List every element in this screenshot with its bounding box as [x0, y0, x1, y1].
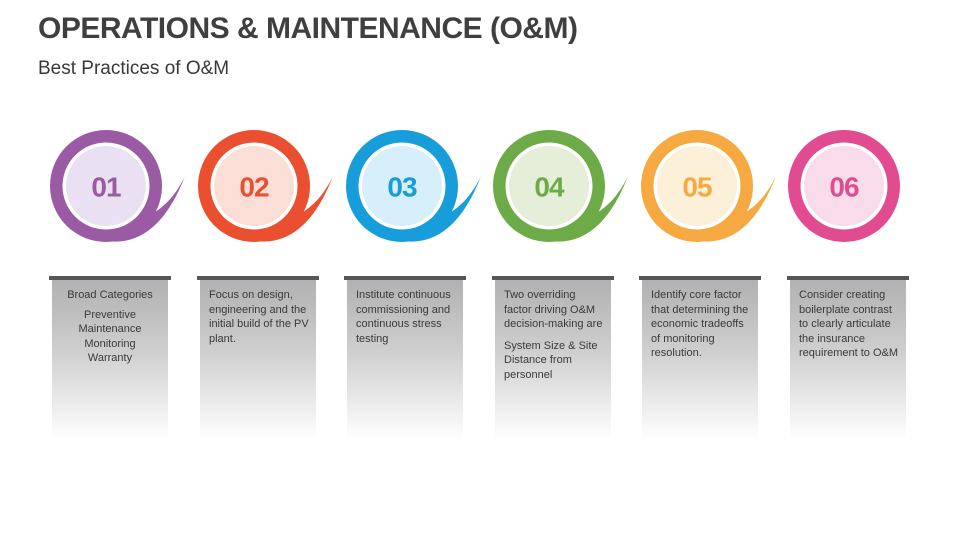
swoosh-tail-icon [703, 176, 776, 242]
step-text-box-04: Two overriding factor driving O&M decisi… [492, 276, 614, 440]
step-badge-03: 03 [344, 124, 494, 249]
badge-fill [214, 146, 294, 226]
step-text-box-01: Broad Categories Preventive Maintenance … [49, 276, 171, 440]
step-text: Preventive Maintenance Monitoring Warran… [78, 308, 142, 365]
step-badge-01: 01 [48, 124, 198, 249]
badge-fill [509, 146, 589, 226]
step-badge-06: 06 [786, 124, 936, 249]
step-text-box-02: Focus on design, engineering and the ini… [197, 276, 319, 440]
swoosh-tail-icon [112, 176, 185, 242]
step-number: 02 [239, 172, 269, 203]
step-text: Institute continuous commissioning and c… [356, 289, 451, 345]
step-text: Consider creating boilerplate contrast t… [799, 289, 899, 360]
step-text-box-03: Institute continuous commissioning and c… [344, 276, 466, 440]
step-text-box-06: Consider creating boilerplate contrast t… [787, 276, 909, 440]
swoosh-tail-icon [260, 176, 333, 242]
step-text: System Size & Site Distance from personn… [504, 339, 598, 381]
badge-fill [804, 146, 884, 226]
step-text: Identify core factor that determining th… [651, 289, 749, 360]
badge-fill [657, 146, 737, 226]
swoosh-tail-icon [408, 176, 481, 242]
badge-fill [362, 146, 442, 226]
slide-subtitle: Best Practices of O&M [38, 58, 230, 79]
step-text: Two overriding factor driving O&M decisi… [504, 289, 603, 331]
step-number: 06 [829, 172, 859, 203]
slide-title: OPERATIONS & MAINTENANCE (O&M) [38, 12, 578, 45]
step-badge-02: 02 [196, 124, 346, 249]
step-text: Focus on design, engineering and the ini… [209, 289, 309, 345]
step-number: 05 [682, 172, 712, 203]
swoosh-tail-icon [555, 176, 628, 242]
step-badge-05: 05 [639, 124, 789, 249]
badge-fill [66, 146, 146, 226]
step-text-box-05: Identify core factor that determining th… [639, 276, 761, 440]
step-badge-04: 04 [491, 124, 641, 249]
step-text: Broad Categories [67, 289, 153, 301]
step-number: 03 [387, 172, 417, 203]
step-number: 01 [91, 172, 121, 203]
step-number: 04 [534, 172, 565, 203]
